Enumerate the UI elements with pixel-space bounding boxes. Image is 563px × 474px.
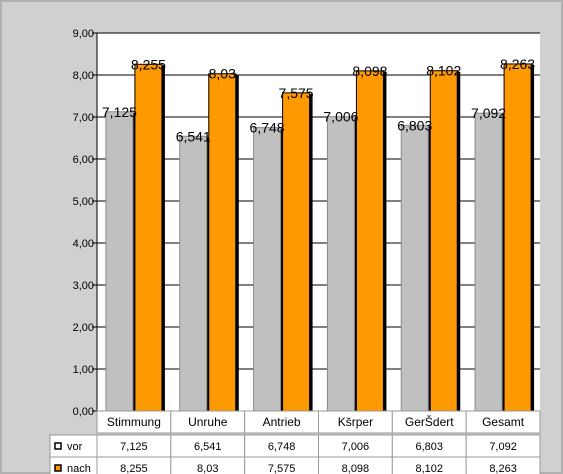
data-label: 7,125 <box>102 104 137 120</box>
table-value: 6,748 <box>268 441 296 453</box>
y-tick-label: 4,00 <box>73 238 94 250</box>
y-tick-label: 6,00 <box>73 154 94 166</box>
y-tick-label: 2,00 <box>73 322 94 334</box>
bar-side <box>531 64 535 411</box>
category-label: Stimmung <box>107 415 161 429</box>
bar-side <box>235 74 239 412</box>
bar-nach-2 <box>282 92 311 412</box>
bar-nach-1 <box>208 73 237 412</box>
table-value: 8,098 <box>342 463 370 474</box>
bar-side <box>383 71 387 411</box>
bar-nach-5 <box>503 63 532 412</box>
data-label: 8,255 <box>131 56 166 72</box>
category-label: Kšrper <box>338 415 373 429</box>
bar-side <box>502 114 506 412</box>
table-value: 6,541 <box>194 441 222 453</box>
table-value: 8,102 <box>415 463 443 474</box>
bar-vor-0 <box>105 111 134 412</box>
bar-side <box>457 71 461 411</box>
data-label: 8,263 <box>500 56 535 72</box>
y-tick-label: 7,00 <box>73 112 94 124</box>
y-tick-label: 5,00 <box>73 196 94 208</box>
y-tick-label: 3,00 <box>73 280 94 292</box>
y-tick-label: 1,00 <box>73 364 94 376</box>
category-label: Gesamt <box>482 415 525 429</box>
table-value: 6,803 <box>415 441 443 453</box>
bar-vor-1 <box>179 135 208 412</box>
y-tick-label: 0,00 <box>73 406 94 418</box>
table-header-cell <box>465 410 541 434</box>
table-value: 7,575 <box>268 463 296 474</box>
bar-vor-2 <box>253 127 282 412</box>
y-tick-label: 8,00 <box>73 70 94 82</box>
table-value: 8,255 <box>120 463 148 474</box>
table-value: 7,125 <box>120 441 148 453</box>
bar-nach-3 <box>355 70 384 412</box>
data-label: 6,748 <box>250 120 285 136</box>
data-label: 7,575 <box>279 85 314 101</box>
bar-vor-4 <box>400 124 429 412</box>
bar-vor-3 <box>326 116 355 412</box>
category-label: GerŠdert <box>405 414 454 429</box>
bar-nach-4 <box>429 70 458 412</box>
legend-label: nach <box>67 463 91 474</box>
table-value: 7,092 <box>489 441 517 453</box>
bar-vor-5 <box>474 112 503 412</box>
y-tick-label: 9,00 <box>73 28 94 40</box>
table-cell <box>465 456 541 474</box>
table-value: 8,263 <box>489 463 517 474</box>
bar-side <box>161 65 165 411</box>
legend-key-nach <box>54 464 62 472</box>
data-label: 8,102 <box>426 63 461 79</box>
category-label: Unruhe <box>188 415 228 429</box>
data-label: 6,803 <box>397 117 432 133</box>
bar-nach-0 <box>134 63 163 412</box>
legend-key-vor <box>54 442 62 450</box>
data-label: 8,098 <box>352 63 387 79</box>
category-label: Antrieb <box>263 415 301 429</box>
data-label: 8,03 <box>209 66 236 82</box>
data-label: 6,541 <box>176 128 211 144</box>
table-value: 7,006 <box>342 441 370 453</box>
legend-label: vor <box>67 441 83 453</box>
bar-side <box>309 93 313 411</box>
data-label: 7,006 <box>323 109 358 125</box>
plot-area <box>97 33 540 411</box>
data-label: 7,092 <box>471 105 506 121</box>
table-value: 8,03 <box>197 463 218 474</box>
